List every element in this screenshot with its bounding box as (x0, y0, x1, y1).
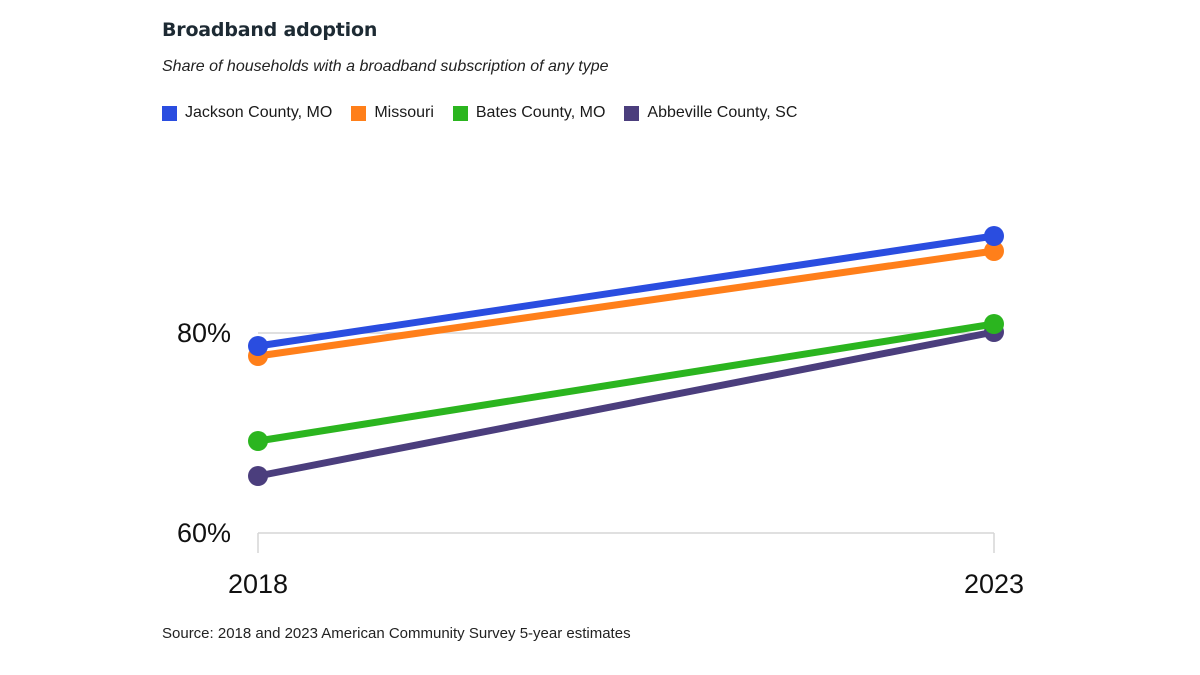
series-line (254, 247, 998, 360)
series-jackson-county-mo (248, 226, 1004, 356)
legend-item: Abbeville County, SC (624, 104, 797, 122)
legend-swatch (624, 105, 640, 121)
source-note: Source: 2018 and 2023 American Community… (162, 625, 631, 642)
legend: Jackson County, MO Missouri Bates County… (162, 104, 816, 122)
series-abbeville-county-sc (248, 322, 1004, 486)
legend-item: Missouri (351, 104, 434, 122)
chart-subtitle: Share of households with a broadband sub… (162, 58, 609, 75)
series-bates-county-mo (248, 314, 1004, 451)
legend-swatch (162, 105, 177, 121)
data-point (248, 431, 268, 451)
series-line (254, 320, 998, 445)
series-line (254, 328, 998, 480)
y-tick-label: 60% (177, 518, 231, 548)
x-tick-label: 2018 (228, 569, 288, 599)
data-point (248, 336, 268, 356)
series-line (254, 232, 998, 350)
legend-swatch (351, 105, 367, 121)
series-missouri (248, 241, 1004, 366)
axes (257, 532, 995, 553)
legend-label: Bates County, MO (475, 104, 606, 121)
legend-label: Abbeville County, SC (647, 104, 798, 121)
tick-labels: 60% 80% 2018 2023 (177, 318, 1024, 599)
data-point (984, 241, 1004, 261)
chart-title: Broadband adoption (162, 19, 378, 41)
series-group (248, 226, 1004, 486)
data-point (984, 314, 1004, 334)
data-point (248, 466, 268, 486)
y-tick-label: 80% (177, 318, 231, 348)
x-tick-label: 2023 (964, 569, 1024, 599)
legend-label: Missouri (374, 104, 434, 121)
legend-item: Bates County, MO (452, 104, 606, 122)
legend-item: Jackson County, MO (162, 104, 332, 122)
legend-swatch (452, 105, 468, 121)
data-point (984, 226, 1004, 246)
legend-label: Jackson County, MO (185, 104, 333, 121)
